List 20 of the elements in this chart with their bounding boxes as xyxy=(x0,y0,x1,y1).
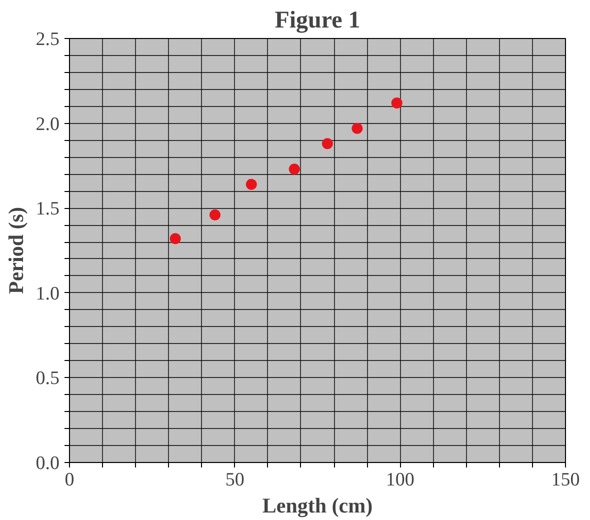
x-tick-label: 0 xyxy=(64,470,74,490)
x-tick-label: 100 xyxy=(386,470,414,490)
x-axis-title: Length (cm) xyxy=(262,494,373,518)
y-tick-label: 0.5 xyxy=(36,368,60,390)
point xyxy=(209,209,220,220)
point xyxy=(391,97,402,108)
x-tick-label: 50 xyxy=(225,470,244,490)
point xyxy=(352,122,363,134)
y-axis-title: Period (s) xyxy=(4,207,28,294)
chart-title: Figure 1 xyxy=(274,8,360,34)
point xyxy=(322,138,333,150)
x-tick-label: 150 xyxy=(551,470,580,490)
y-tick-label: 2.5 xyxy=(36,29,60,50)
y-tick-label: 1.5 xyxy=(36,198,60,220)
point xyxy=(288,164,300,175)
point xyxy=(170,233,181,244)
y-tick-label: 1.0 xyxy=(36,283,60,304)
y-tick-label: 2.0 xyxy=(36,114,60,135)
point xyxy=(246,178,257,190)
y-tick-label: 0.0 xyxy=(36,453,60,474)
